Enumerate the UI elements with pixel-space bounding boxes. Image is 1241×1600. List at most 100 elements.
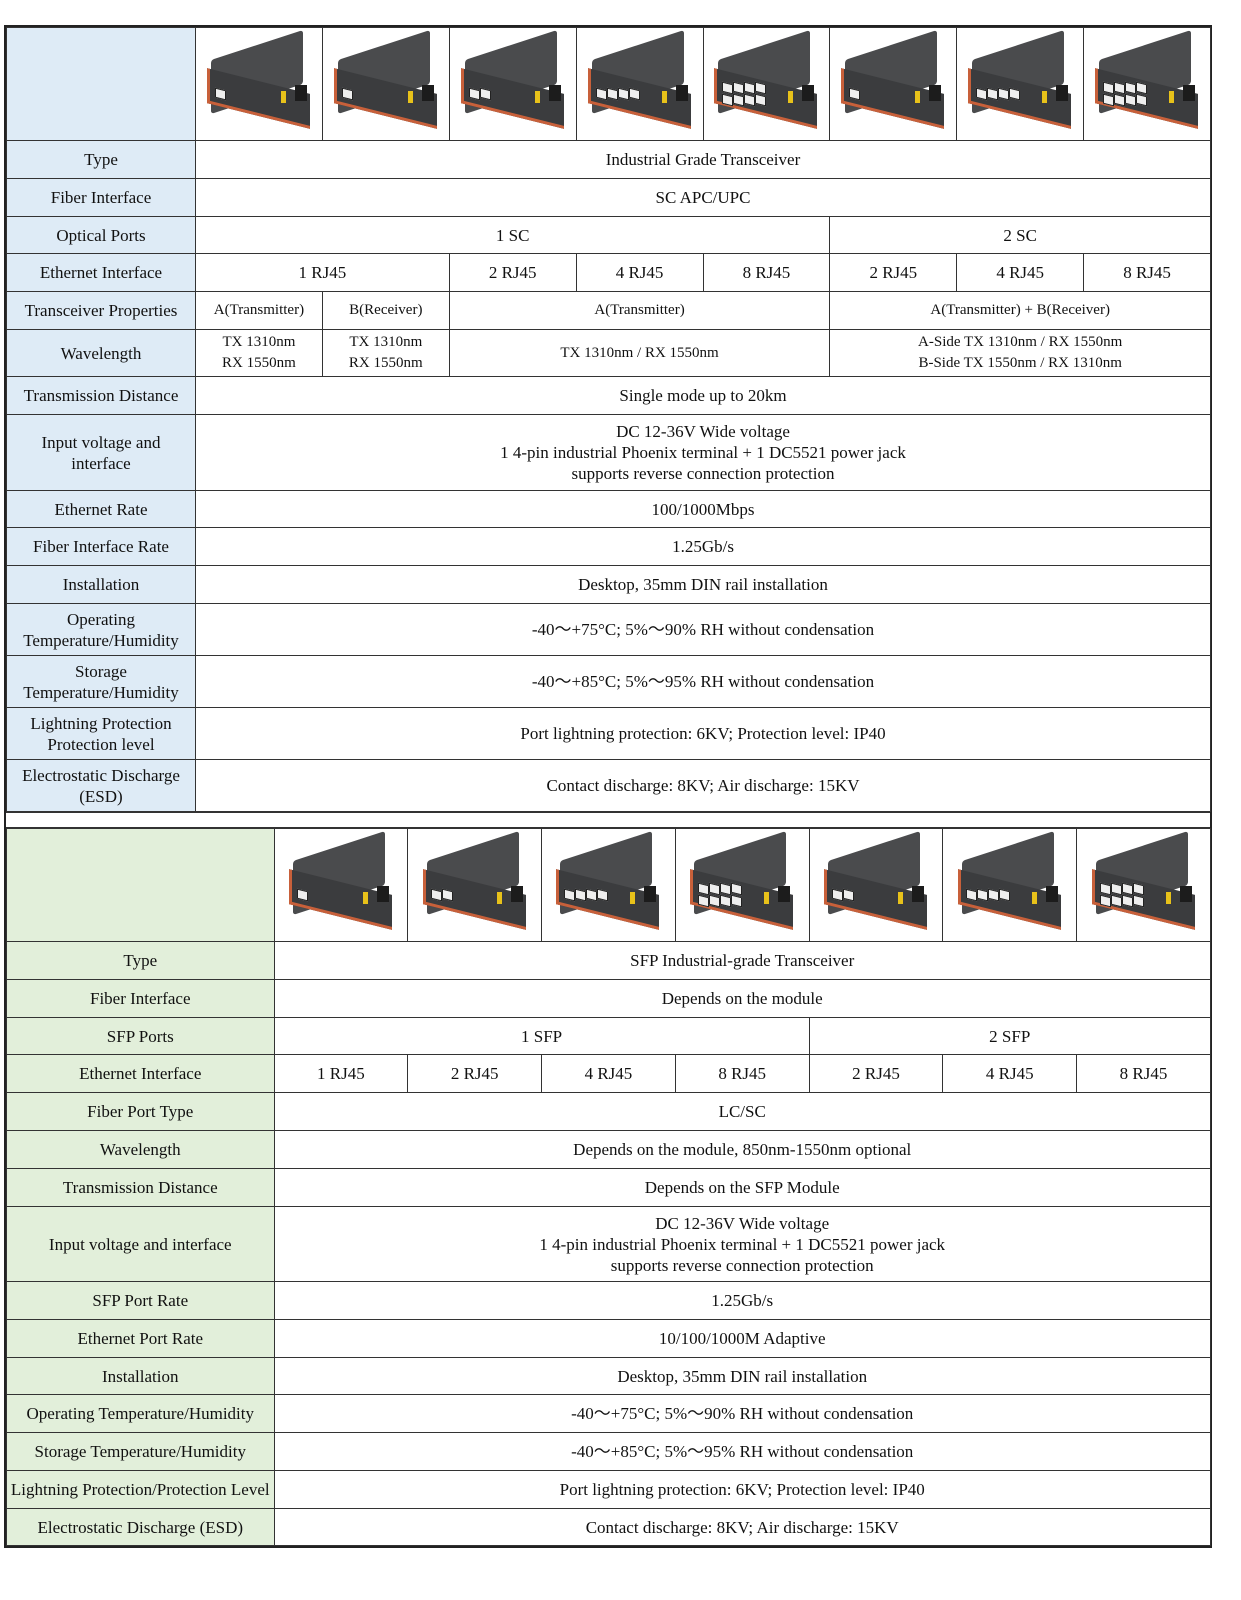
product-image-cell [702, 27, 831, 141]
table-row: Input voltage and interface DC 12-36V Wid… [6, 1206, 1211, 1282]
row-value: 2 RJ45 [829, 253, 958, 292]
product-image-cell [956, 27, 1085, 141]
row-value: DC 12-36V Wide voltage 1 4-pin industria… [195, 414, 1211, 491]
product-image-cell [407, 828, 543, 942]
row-value: A(Transmitter) [195, 291, 323, 330]
row-label: SFP Port Rate [6, 1281, 275, 1320]
row-value: 2 RJ45 [448, 253, 577, 292]
row-value: Desktop, 35mm DIN rail installation [273, 1357, 1211, 1395]
transceiver-product-image [964, 30, 1076, 129]
spec-tables: Type Industrial Grade Transceiver Fiber In… [4, 25, 1212, 1548]
table-row: Installation Desktop, 35mm DIN rail insta… [6, 1357, 1211, 1395]
product-image-cell [808, 828, 944, 942]
row-value: DC 12-36V Wide voltage 1 4-pin industria… [273, 1206, 1211, 1282]
row-label: Ethernet Port Rate [6, 1319, 275, 1358]
row-value: Contact discharge: 8KV; Air discharge: 1… [195, 759, 1211, 812]
table-row: Fiber Interface Rate 1.25Gb/s [6, 527, 1211, 566]
table-separator [6, 812, 1210, 828]
transceiver-product-image [820, 831, 932, 930]
table-row: Operating Temperature/Humidity -40～+75°C;… [6, 1394, 1211, 1433]
table-row: Lightning Protection/Protection Level Por… [6, 1470, 1211, 1509]
row-value: Port lightning protection: 6KV; Protecti… [195, 707, 1211, 760]
product-image-cell [575, 27, 704, 141]
row-value: 1 SFP [273, 1017, 810, 1055]
spec-table-sfp: Type SFP Industrial-grade Transceiver Fibe… [6, 828, 1211, 1546]
table-row: Installation Desktop, 35mm DIN rail insta… [6, 565, 1211, 604]
row-label: Storage Temperature/Humidity [6, 1432, 275, 1471]
row-value: -40～+85°C; 5%～95% RH without condensatio… [195, 655, 1211, 708]
header-corner-cell [6, 27, 196, 141]
transceiver-product-image [1091, 30, 1203, 129]
product-image-cell [448, 27, 577, 141]
row-value: 1.25Gb/s [195, 527, 1211, 566]
row-value: SC APC/UPC [195, 178, 1211, 217]
row-label: Ethernet Interface [6, 253, 196, 292]
table-row: Fiber Interface SC APC/UPC [6, 178, 1211, 217]
table-row: Transmission Distance Depends on the SFP … [6, 1168, 1211, 1207]
product-image-cell [1076, 828, 1211, 942]
transceiver-product-image [552, 831, 664, 930]
product-image-cell [273, 828, 409, 942]
row-value: A(Transmitter) [448, 291, 831, 330]
transceiver-product-image [686, 831, 798, 930]
table-row: Fiber Port Type LC/SC [6, 1092, 1211, 1131]
transceiver-product-image [419, 831, 531, 930]
transceiver-product-image [954, 831, 1066, 930]
table-row: Input voltage and interface DC 12-36V Wid… [6, 414, 1211, 491]
row-label: Input voltage and interface [6, 1206, 275, 1282]
row-label: Type [6, 941, 275, 980]
row-value: 100/1000Mbps [195, 490, 1211, 528]
product-image-cell [321, 27, 450, 141]
transceiver-product-image [203, 30, 315, 129]
table-row: Operating Temperature/Humidity -40～+75°C;… [6, 603, 1211, 656]
row-label: Fiber Interface [6, 178, 196, 217]
table-row: Storage Temperature/Humidity -40～+85°C; 5… [6, 655, 1211, 708]
row-label: Storage Temperature/Humidity [6, 655, 196, 708]
product-image-cell [195, 27, 323, 141]
row-value: 4 RJ45 [541, 1054, 676, 1093]
row-label: Fiber Interface [6, 979, 275, 1018]
table-row: SFP Port Rate 1.25Gb/s [6, 1281, 1211, 1320]
row-value: Desktop, 35mm DIN rail installation [195, 565, 1211, 604]
table-row: Wavelength TX 1310nm RX 1550nm TX 1310nm R… [6, 329, 1211, 377]
row-value: 1 RJ45 [273, 1054, 409, 1093]
spec-table-sc: Type Industrial Grade Transceiver Fiber In… [6, 27, 1211, 812]
row-value: Port lightning protection: 6KV; Protecti… [273, 1470, 1211, 1509]
row-value: 4 RJ45 [575, 253, 704, 292]
row-value: B(Receiver) [321, 291, 450, 330]
transceiver-product-image [457, 30, 569, 129]
row-value: 4 RJ45 [942, 1054, 1078, 1093]
table-row: Electrostatic Discharge (ESD) Contact dis… [6, 759, 1211, 812]
product-image-row [6, 27, 1211, 141]
row-value: Depends on the SFP Module [273, 1168, 1211, 1207]
product-image-cell [942, 828, 1078, 942]
row-value: 2 RJ45 [808, 1054, 944, 1093]
row-label: Input voltage and interface [6, 414, 196, 491]
row-value: A-Side TX 1310nm / RX 1550nm B-Side TX 1… [829, 329, 1211, 377]
row-label: Fiber Interface Rate [6, 527, 196, 566]
row-value: -40～+75°C; 5%～90% RH without condensatio… [195, 603, 1211, 656]
row-value: 8 RJ45 [1083, 253, 1211, 292]
row-label: Wavelength [6, 1130, 275, 1169]
row-value: Contact discharge: 8KV; Air discharge: 1… [273, 1508, 1211, 1546]
table-row: Ethernet Interface 1 RJ45 2 RJ45 4 RJ45 8 RJ… [6, 253, 1211, 292]
row-value: Depends on the module [273, 979, 1211, 1018]
row-value: LC/SC [273, 1092, 1211, 1131]
product-image-cell [1083, 27, 1211, 141]
transceiver-product-image [1088, 831, 1200, 930]
row-value: 8 RJ45 [702, 253, 831, 292]
table-row: Electrostatic Discharge (ESD) Contact dis… [6, 1508, 1211, 1546]
row-label: Operating Temperature/Humidity [6, 1394, 275, 1433]
row-label: Transmission Distance [6, 1168, 275, 1207]
row-label: Lightning Protection Protection level [6, 707, 196, 760]
row-label: Type [6, 140, 196, 179]
table-row: Optical Ports 1 SC 2 SC [6, 216, 1211, 254]
row-value: 4 RJ45 [956, 253, 1085, 292]
row-value: TX 1310nm RX 1550nm [321, 329, 450, 377]
row-label: Electrostatic Discharge (ESD) [6, 1508, 275, 1546]
row-label: Transmission Distance [6, 376, 196, 415]
row-value: 2 SFP [808, 1017, 1211, 1055]
table-row: SFP Ports 1 SFP 2 SFP [6, 1017, 1211, 1055]
row-value: Depends on the module, 850nm-1550nm opti… [273, 1130, 1211, 1169]
row-value: TX 1310nm RX 1550nm [195, 329, 323, 377]
